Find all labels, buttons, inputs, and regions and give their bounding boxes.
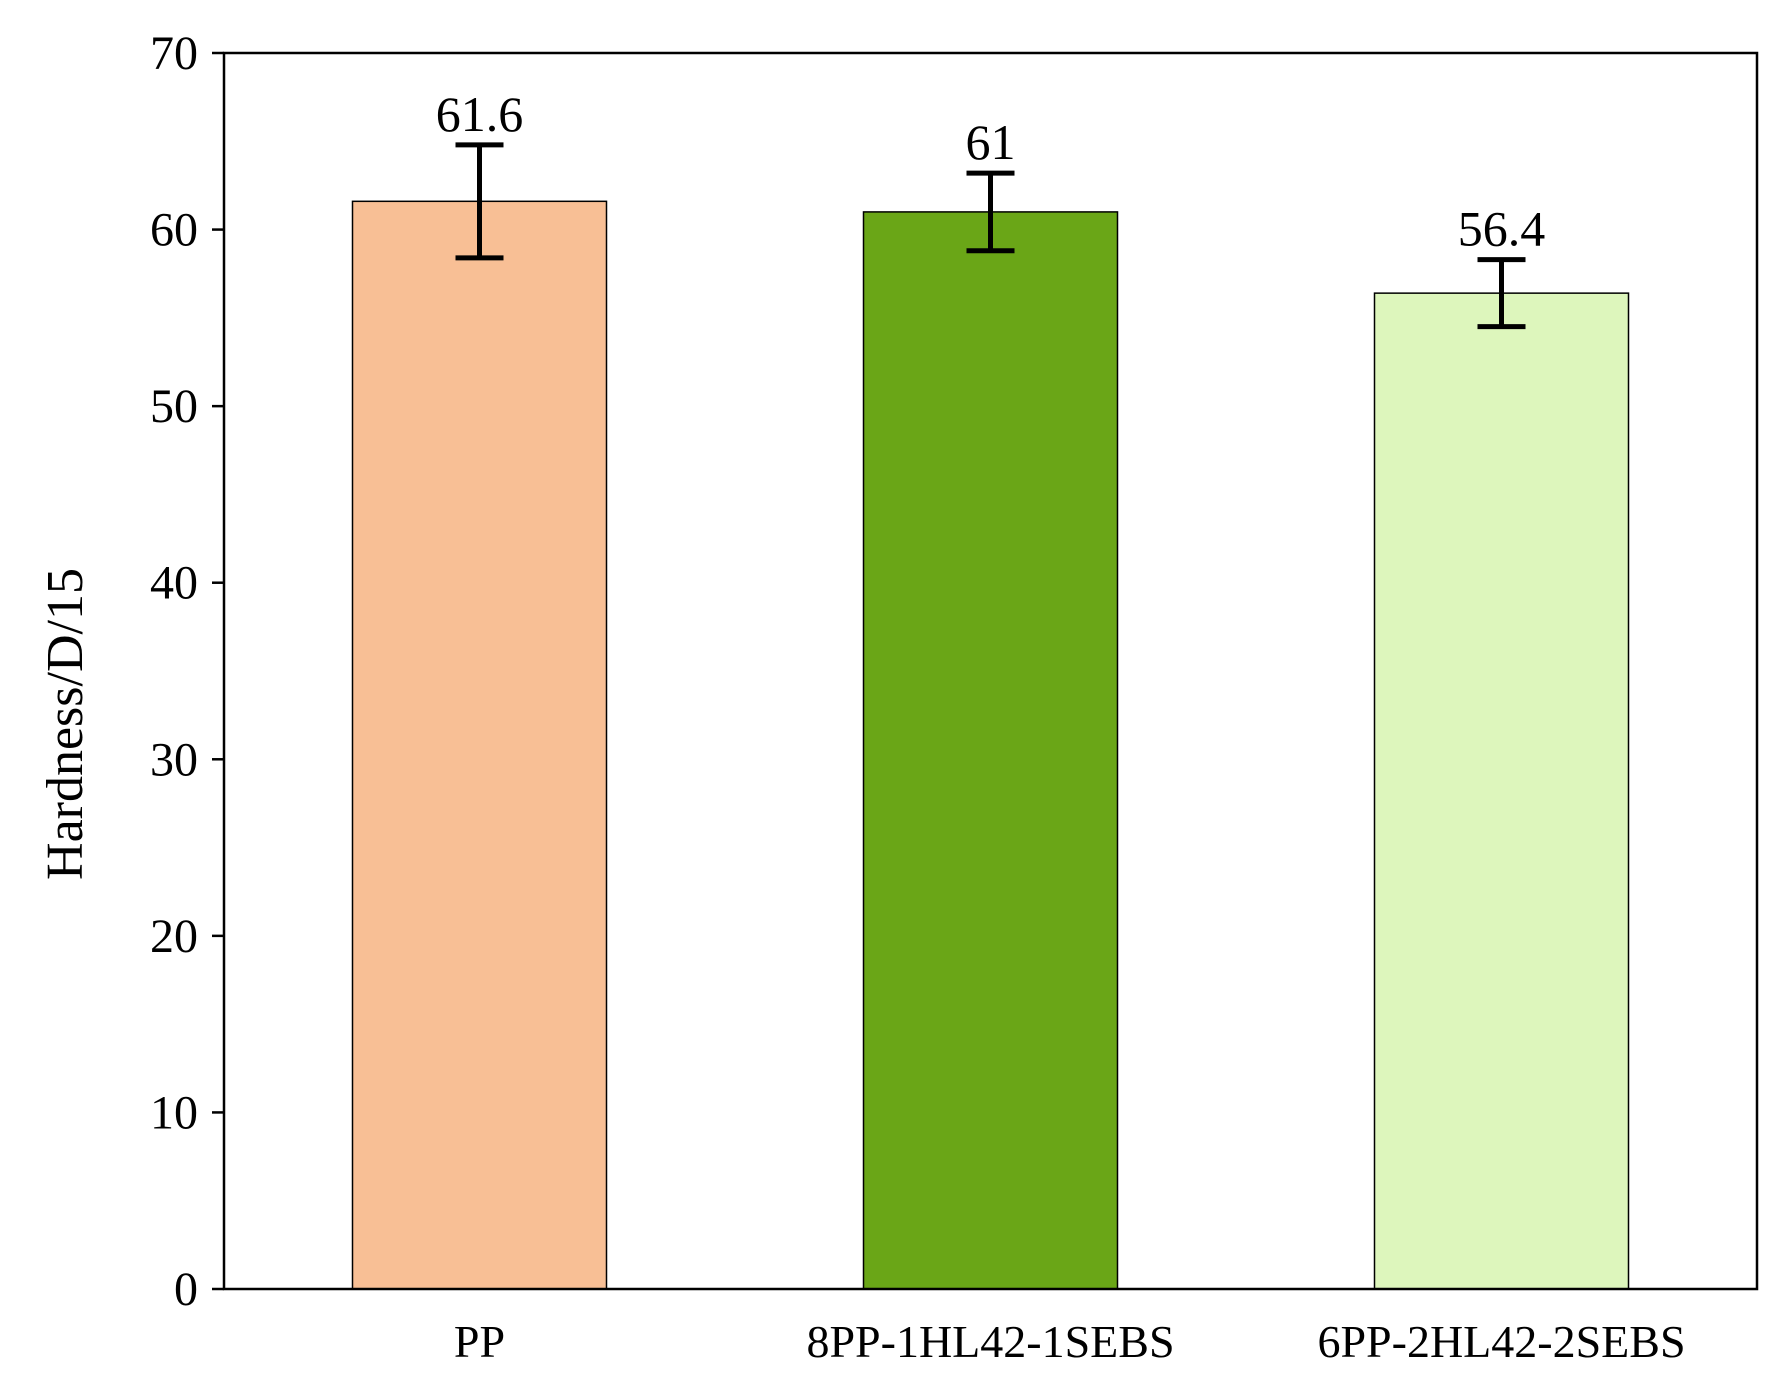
y-tick-label-30: 30 [150,733,198,786]
y-tick-label-20: 20 [150,910,198,963]
data-labels: 61.6 61 56.4 [436,86,1546,257]
y-tick-label-40: 40 [150,557,198,610]
x-category-label-2: 8PP-1HL42-1SEBS [806,1316,1174,1367]
x-category-label-3: 6PP-2HL42-2SEBS [1317,1316,1685,1367]
error-bars [455,142,1526,330]
y-tick-label-10: 10 [150,1086,198,1139]
plot-border [222,51,1759,1291]
bar-2 [862,211,1119,1290]
axis-titles: Hardness/D/15 [37,568,94,880]
x-axis-labels: PP 8PP-1HL42-1SEBS 6PP-2HL42-2SEBS [454,1316,1686,1367]
y-tick-label-0: 0 [174,1263,198,1316]
x-category-label-1: PP [454,1316,505,1367]
y-tick-label-50: 50 [150,380,198,433]
bar-1 [351,200,608,1290]
bar-3 [1373,292,1630,1290]
y-tick-label-60: 60 [150,204,198,257]
plot-frame [222,51,1759,1291]
data-label-1: 61.6 [436,86,524,142]
y-tick-label-70: 70 [150,27,198,80]
bars [351,200,1630,1290]
data-label-2: 61 [966,114,1016,170]
y-axis-ticks: 0 10 20 30 40 50 60 70 [150,27,224,1316]
y-axis-title: Hardness/D/15 [37,568,94,880]
data-label-3: 56.4 [1458,201,1546,257]
